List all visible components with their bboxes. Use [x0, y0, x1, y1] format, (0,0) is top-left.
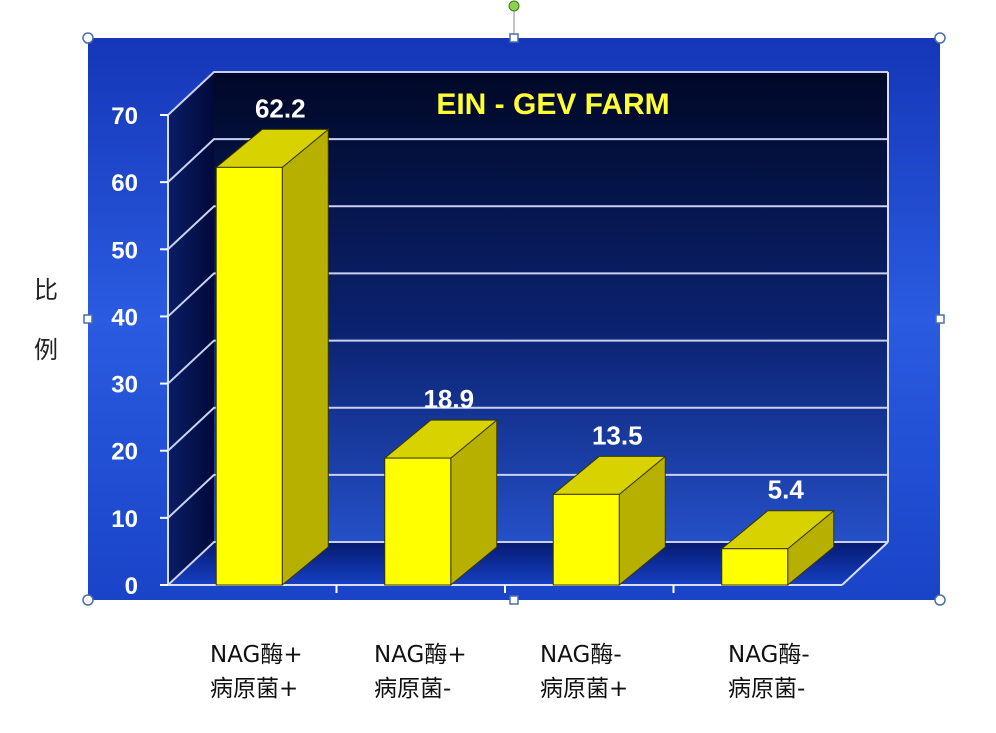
- chart-title: EIN - GEV FARM: [436, 88, 669, 121]
- category-label-line: 病原菌+: [210, 676, 299, 702]
- category-label-line: NAG酶-: [728, 642, 810, 668]
- data-label: 62.2: [255, 93, 306, 123]
- edge-resize-handle[interactable]: [935, 314, 945, 324]
- y-tick-label: 0: [125, 573, 138, 600]
- y-tick-label: 50: [111, 237, 138, 264]
- gridline: [167, 339, 888, 385]
- category-label-line: 病原菌-: [728, 676, 806, 702]
- bar-2: [383, 419, 499, 587]
- category-label-line: NAG酶+: [374, 642, 467, 668]
- bar-1: [214, 128, 330, 587]
- y-axis: 0 10 20 30 40 50 60 70: [111, 103, 675, 600]
- data-label: 18.9: [423, 384, 474, 414]
- y-tick-label: 30: [111, 372, 138, 399]
- y-tick-label: 10: [111, 506, 138, 533]
- data-label: 5.4: [768, 475, 805, 505]
- data-labels: 62.2 18.9 13.5 5.4: [255, 93, 804, 504]
- category-label: NAG酶- 病原菌+: [540, 638, 628, 706]
- corner-resize-handle[interactable]: [934, 594, 946, 606]
- bar-4: [720, 509, 836, 587]
- gridline: [167, 71, 888, 116]
- rotate-handle[interactable]: [508, 0, 520, 12]
- floor-edge: [841, 541, 889, 586]
- category-label: NAG酶- 病原菌-: [728, 638, 810, 706]
- category-label-line: NAG酶+: [210, 642, 303, 668]
- y-axis-title-char: 例: [34, 336, 58, 364]
- bars: [214, 128, 836, 587]
- category-label: NAG酶+ 病原菌+: [210, 638, 303, 706]
- bar-front: [552, 493, 620, 586]
- gridline: [167, 272, 888, 318]
- gridline: [167, 138, 888, 183]
- back-wall: [214, 72, 888, 542]
- edge-resize-handle[interactable]: [83, 314, 93, 324]
- side-wall: [168, 72, 214, 585]
- category-label-line: 病原菌-: [374, 676, 452, 702]
- floor: [168, 542, 888, 585]
- corner-resize-handle[interactable]: [82, 32, 94, 44]
- selection-handles[interactable]: [82, 0, 946, 606]
- bar-front: [215, 166, 283, 586]
- bar-3: [551, 455, 667, 587]
- category-label: NAG酶+ 病原菌-: [374, 638, 467, 706]
- edge-resize-handle[interactable]: [509, 595, 519, 605]
- y-tick-label: 60: [111, 170, 138, 197]
- category-label-line: 病原菌+: [540, 676, 629, 702]
- corner-resize-handle[interactable]: [82, 594, 94, 606]
- gridline: [167, 406, 888, 452]
- edge-resize-handle[interactable]: [509, 33, 519, 43]
- gridline: [167, 205, 888, 251]
- category-label-line: NAG酶-: [540, 642, 622, 668]
- bar-front: [721, 548, 789, 586]
- y-tick-label: 40: [111, 304, 138, 331]
- y-tick-label: 70: [111, 103, 138, 130]
- data-label: 13.5: [592, 420, 643, 450]
- y-axis-title-char: 比: [34, 276, 58, 304]
- bar-side: [281, 128, 329, 587]
- bar-front: [384, 457, 452, 586]
- corner-resize-handle[interactable]: [934, 32, 946, 44]
- y-tick-label: 20: [111, 439, 138, 466]
